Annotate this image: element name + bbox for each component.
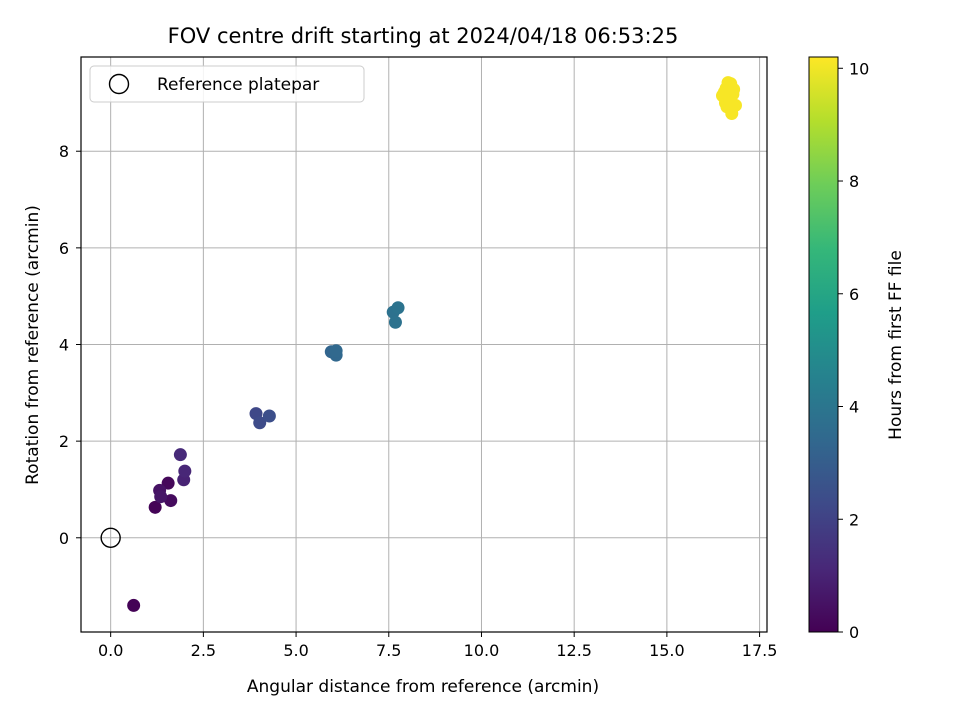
y-tick-label: 6 — [59, 239, 69, 258]
data-point — [253, 416, 267, 430]
x-tick-label: 17.5 — [742, 641, 778, 660]
data-point — [329, 344, 343, 358]
data-points — [100, 76, 742, 612]
colorbar-tick-label: 10 — [849, 59, 869, 78]
x-axis-label: Angular distance from reference (arcmin) — [247, 677, 599, 697]
colorbar-tick-label: 2 — [849, 510, 859, 529]
x-axis-ticks: 0.0 2.5 5.0 7.5 10.0 12.5 15.0 17.5 — [98, 632, 777, 660]
x-tick-label: 7.5 — [376, 641, 401, 660]
reference-platepar-marker — [100, 527, 121, 548]
plot-area: 0.0 2.5 5.0 7.5 10.0 12.5 15.0 17.5 0 2 4 6 8 — [59, 56, 777, 660]
colorbar-gradient — [809, 57, 838, 632]
colorbar-frame — [808, 56, 839, 633]
data-point — [127, 598, 141, 612]
colorbar-ticks: 0 2 4 6 8 10 — [838, 59, 869, 642]
colorbar-tick-label: 0 — [849, 623, 859, 642]
y-tick-label: 2 — [59, 432, 69, 451]
legend-entry-reference: Reference platepar — [157, 75, 319, 95]
colorbar-label: Hours from first FF file — [886, 250, 906, 440]
grid-lines — [81, 57, 767, 632]
data-point — [178, 464, 192, 478]
colorbar-tick-label: 6 — [849, 285, 859, 304]
data-point — [262, 409, 276, 423]
colorbar-tick-label: 8 — [849, 172, 859, 191]
legend: Reference platepar — [89, 65, 365, 103]
legend-reference-marker — [108, 73, 130, 95]
data-point — [388, 315, 402, 329]
x-tick-label: 10.0 — [464, 641, 500, 660]
data-point — [727, 82, 741, 96]
legend-box — [89, 65, 365, 103]
y-tick-label: 0 — [59, 529, 69, 548]
x-tick-label: 2.5 — [191, 641, 216, 660]
y-axis-label: Rotation from reference (arcmin) — [23, 205, 43, 485]
data-point — [173, 448, 187, 462]
y-tick-label: 4 — [59, 336, 69, 355]
x-tick-label: 12.5 — [556, 641, 592, 660]
data-point — [161, 476, 175, 490]
colorbar: 0 2 4 6 8 10 Hours from first FF file — [808, 56, 906, 642]
data-point — [391, 301, 405, 315]
data-point — [725, 107, 739, 121]
data-point — [164, 494, 178, 508]
x-tick-label: 0.0 — [98, 641, 123, 660]
x-tick-label: 15.0 — [649, 641, 685, 660]
x-tick-label: 5.0 — [283, 641, 308, 660]
y-axis-ticks: 0 2 4 6 8 — [59, 142, 81, 548]
chart-title: FOV centre drift starting at 2024/04/18 … — [168, 24, 679, 48]
data-point — [148, 500, 162, 514]
y-tick-label: 8 — [59, 142, 69, 161]
colorbar-tick-label: 4 — [849, 398, 859, 417]
data-point — [154, 490, 168, 504]
